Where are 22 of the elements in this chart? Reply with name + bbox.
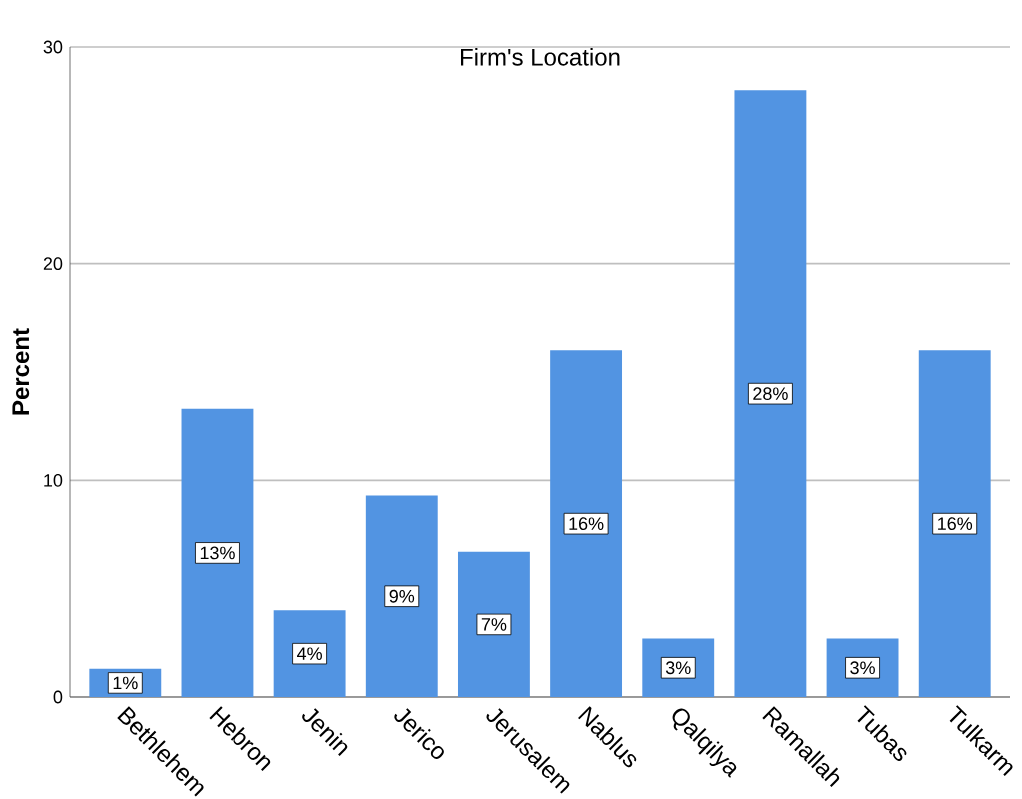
data-label: 9% bbox=[389, 589, 415, 603]
data-label: 3% bbox=[850, 661, 875, 675]
data-label: 1% bbox=[113, 676, 138, 690]
y-tick-label: 10 bbox=[44, 473, 63, 487]
data-label: 4% bbox=[297, 647, 322, 660]
bar bbox=[365, 495, 438, 697]
data-label: 28% bbox=[753, 387, 788, 401]
bar bbox=[734, 90, 807, 697]
y-tick-label: 0 bbox=[53, 690, 63, 704]
bar bbox=[457, 551, 530, 697]
chart-title: Firm's Location bbox=[461, 48, 620, 66]
bar bbox=[918, 350, 991, 697]
bar bbox=[181, 408, 254, 697]
y-axis-title: Percent bbox=[12, 328, 30, 415]
data-label: 7% bbox=[481, 618, 507, 631]
data-label: 3% bbox=[665, 661, 691, 675]
data-label: 16% bbox=[938, 517, 973, 531]
y-tick-label: 20 bbox=[43, 257, 63, 271]
bar bbox=[550, 350, 623, 697]
data-label: 16% bbox=[569, 517, 604, 531]
data-label: 13% bbox=[200, 546, 235, 560]
y-tick-label: 30 bbox=[43, 40, 63, 54]
